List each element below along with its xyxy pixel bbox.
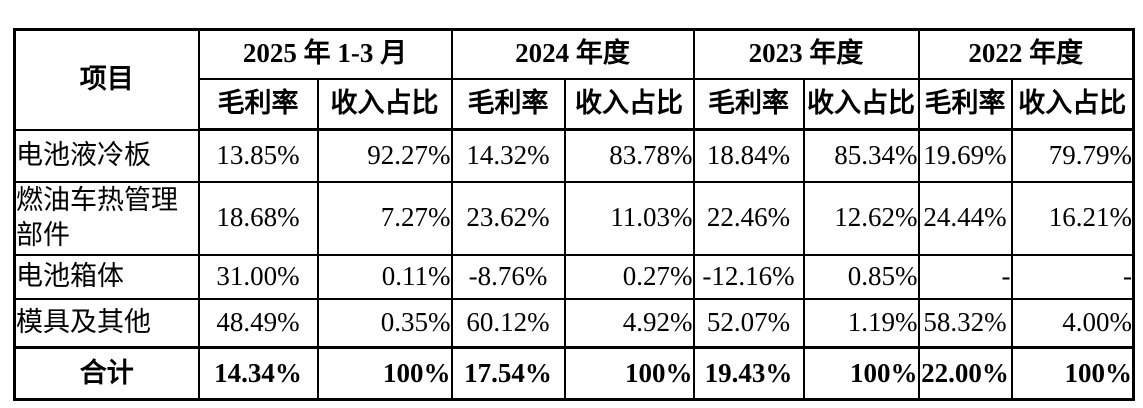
value-cell: 92.27% (316, 128, 453, 183)
period-header-2025: 2025 年 1-3 月 (197, 28, 453, 80)
corner-header-cell: 项目 (13, 28, 200, 131)
value-cell: 16.21% (1010, 180, 1135, 256)
total-value-cell: 100% (316, 346, 453, 401)
total-value-cell: 100% (1010, 346, 1135, 401)
value-cell: 4.00% (1010, 297, 1135, 349)
value-cell: 23.62% (450, 180, 566, 256)
value-cell: 48.49% (197, 297, 319, 349)
table-row-battery-liquid-cooling-plate: 电池液冷板 13.85% 92.27% 14.32% 83.78% 18.84%… (13, 128, 1135, 183)
value-cell: 18.84% (692, 128, 805, 183)
value-cell-dash: - (917, 253, 1013, 300)
row-label: 电池箱体 (13, 253, 200, 300)
value-cell: 24.44% (917, 180, 1013, 256)
value-cell: 79.79% (1010, 128, 1135, 183)
table-header: 项目 2025 年 1-3 月 2024 年度 2023 年度 2022 年度 … (13, 28, 1135, 131)
total-value-cell: 22.00% (917, 346, 1013, 401)
metric-header-share-2024: 收入占比 (563, 77, 695, 131)
value-cell: 52.07% (692, 297, 805, 349)
metric-header-margin-2022: 毛利率 (917, 77, 1013, 131)
total-value-cell: 17.54% (450, 346, 566, 401)
metric-header-share-2025: 收入占比 (316, 77, 453, 131)
total-value-cell: 100% (563, 346, 695, 401)
metric-header-share-2023: 收入占比 (802, 77, 920, 131)
period-header-row: 项目 2025 年 1-3 月 2024 年度 2023 年度 2022 年度 (13, 28, 1135, 131)
metric-header-margin-2025: 毛利率 (197, 77, 319, 131)
table-row-total: 合计 14.34% 100% 17.54% 100% 19.43% 100% 2… (13, 346, 1135, 401)
value-cell: 7.27% (316, 180, 453, 256)
metric-header-margin-2023: 毛利率 (692, 77, 805, 131)
value-cell: 19.69% (917, 128, 1013, 183)
value-cell: -8.76% (450, 253, 566, 300)
value-cell: 83.78% (563, 128, 695, 183)
value-cell: 18.68% (197, 180, 319, 256)
value-cell: 0.85% (802, 253, 920, 300)
value-cell: 13.85% (197, 128, 319, 183)
value-cell: 0.11% (316, 253, 453, 300)
value-cell: 11.03% (563, 180, 695, 256)
value-cell: 14.32% (450, 128, 566, 183)
margin-revenue-table: 项目 2025 年 1-3 月 2024 年度 2023 年度 2022 年度 … (13, 28, 1135, 401)
row-label: 模具及其他 (13, 297, 200, 349)
row-label: 电池液冷板 (13, 128, 200, 183)
value-cell: 58.32% (917, 297, 1013, 349)
value-cell: 31.00% (197, 253, 319, 300)
value-cell: 12.62% (802, 180, 920, 256)
value-cell: 60.12% (450, 297, 566, 349)
value-cell: 4.92% (563, 297, 695, 349)
metric-header-row: 毛利率 收入占比 毛利率 收入占比 毛利率 收入占比 毛利率 收入占比 (15, 77, 1135, 131)
row-label: 燃油车热管理 部件 (13, 180, 200, 256)
value-cell: 0.27% (563, 253, 695, 300)
value-cell: 1.19% (802, 297, 920, 349)
period-header-2023: 2023 年度 (692, 28, 920, 80)
value-cell: 22.46% (692, 180, 805, 256)
value-cell: 0.35% (316, 297, 453, 349)
total-row-label: 合计 (13, 346, 200, 401)
value-cell: -12.16% (692, 253, 805, 300)
total-value-cell: 100% (802, 346, 920, 401)
table-body: 电池液冷板 13.85% 92.27% 14.32% 83.78% 18.84%… (13, 128, 1135, 401)
period-header-2022: 2022 年度 (917, 28, 1135, 80)
metric-header-margin-2024: 毛利率 (450, 77, 566, 131)
period-header-2024: 2024 年度 (450, 28, 695, 80)
total-value-cell: 14.34% (197, 346, 319, 401)
table-row-molds-and-others: 模具及其他 48.49% 0.35% 60.12% 4.92% 52.07% 1… (13, 297, 1135, 349)
table-row-battery-box: 电池箱体 31.00% 0.11% -8.76% 0.27% -12.16% 0… (13, 253, 1135, 300)
value-cell-dash: - (1010, 253, 1135, 300)
table-row-fuel-vehicle-thermal-parts: 燃油车热管理 部件 18.68% 7.27% 23.62% 11.03% 22.… (13, 180, 1135, 256)
value-cell: 85.34% (802, 128, 920, 183)
total-value-cell: 19.43% (692, 346, 805, 401)
metric-header-share-2022: 收入占比 (1010, 77, 1135, 131)
